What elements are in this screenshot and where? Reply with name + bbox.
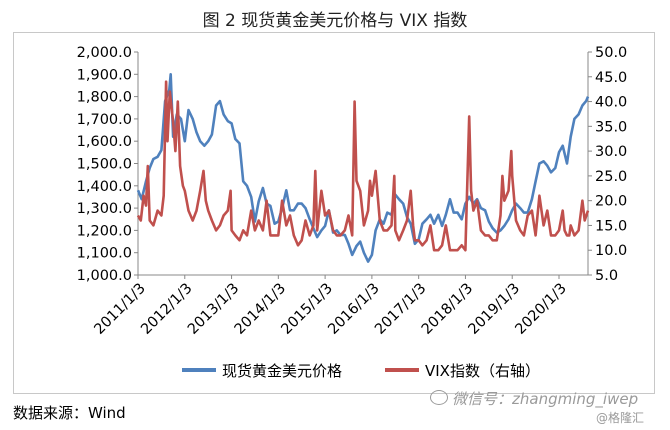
chart-title: 图 2 现货黄金美元价格与 VIX 指数 [202, 11, 468, 31]
y-left-tick-label: 2,000.0 [77, 45, 132, 61]
y-left-tick-label: 1,200.0 [77, 223, 132, 239]
y-left-tick-label: 1,000.0 [77, 268, 132, 284]
y-left-tick-label: 1,100.0 [77, 246, 132, 262]
watermark: 微信号：zhangming_iwep [430, 388, 638, 409]
y-left-tick-label: 1,700.0 [77, 112, 132, 128]
y-right-tick-label: 40.0 [595, 95, 627, 111]
y-right-tick-label: 5.0 [595, 268, 618, 284]
y-right-tick-label: 50.0 [595, 45, 627, 61]
legend-item-vix-label: VIX指数（右轴） [425, 362, 540, 380]
y-right-tick-label: 45.0 [595, 70, 627, 86]
y-left-tick-label: 1,800.0 [77, 90, 132, 106]
y-right-tick-label: 10.0 [595, 243, 627, 259]
y-right-tick-label: 35.0 [595, 119, 627, 135]
series-line-gold [136, 73, 590, 263]
x-tick-label: 2020/1/3 [512, 281, 569, 338]
y-right-tick-label: 30.0 [595, 144, 627, 160]
series-layer [136, 73, 590, 263]
y-left-tick-label: 1,300.0 [77, 201, 132, 217]
y-right-tick-label: 20.0 [595, 194, 627, 210]
watermark-text: 微信号：zhangming_iwep [452, 390, 639, 408]
legend: 现货黄金美元价格 VIX指数（右轴） [182, 362, 540, 380]
series-line-vix [136, 80, 590, 252]
y-right-tick-label: 25.0 [595, 169, 627, 185]
y-left-tick-label: 1,900.0 [77, 67, 132, 83]
legend-item-gold-label: 现货黄金美元价格 [222, 362, 342, 380]
y-left-tick-label: 1,500.0 [77, 157, 132, 173]
data-source-note: 数据来源：Wind [13, 404, 126, 422]
chart-frame [13, 32, 655, 394]
y-left-tick-label: 1,400.0 [77, 179, 132, 195]
y-left-tick-label: 1,600.0 [77, 134, 132, 150]
y-right-tick-label: 15.0 [595, 218, 627, 234]
wechat-icon [430, 390, 448, 405]
watermark-sub: @格隆汇 [596, 411, 645, 425]
